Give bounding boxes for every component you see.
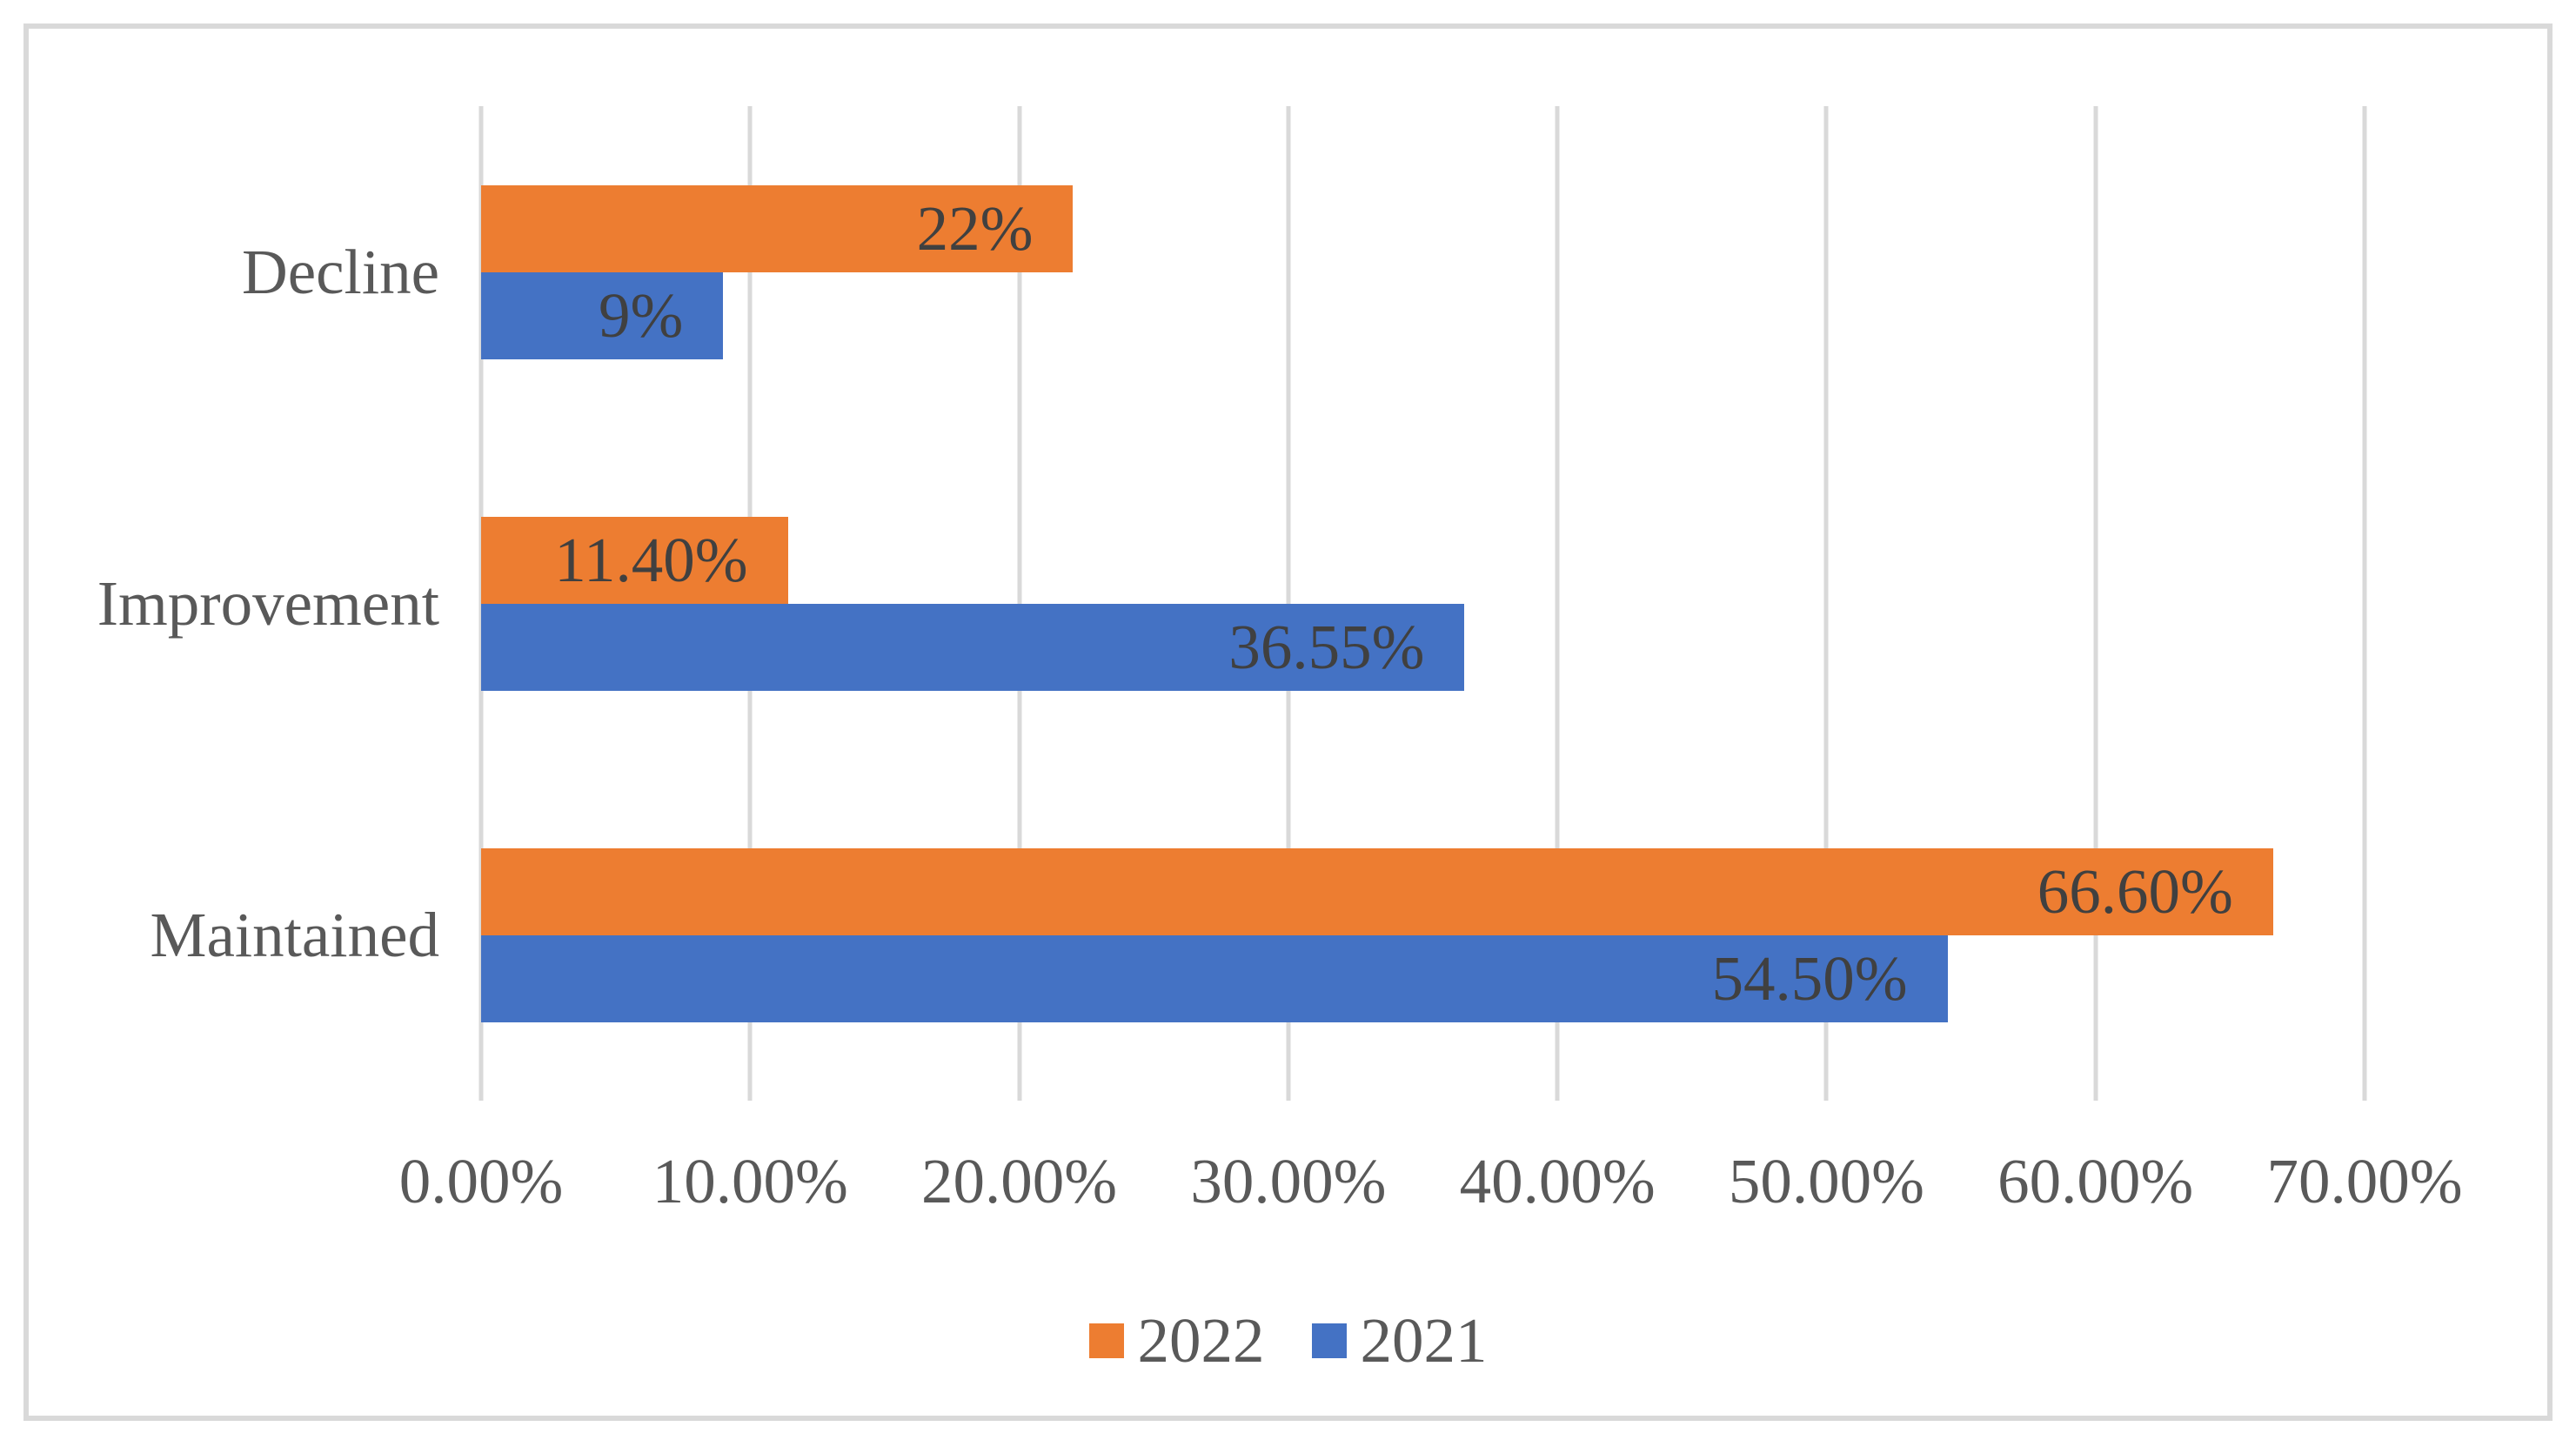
bar-maintained-2022: 66.60% (481, 847, 2273, 935)
category-label-maintained: Maintained (150, 900, 439, 970)
gridline (1555, 106, 1560, 1101)
x-tick-label: 10.00% (652, 1146, 848, 1216)
bar-maintained-2021: 54.50% (481, 934, 1948, 1022)
bar-decline-2022: 22% (481, 184, 1074, 272)
gridline (1823, 106, 1829, 1101)
legend-label: 2022 (1137, 1305, 1265, 1376)
x-tick-label: 60.00% (1997, 1146, 2194, 1216)
bar-value-label: 9% (599, 279, 684, 351)
bar-decline-2021: 9% (481, 271, 724, 359)
x-tick-label: 0.00% (398, 1146, 564, 1216)
x-tick-label: 30.00% (1190, 1146, 1387, 1216)
bar-value-label: 36.55% (1228, 611, 1425, 682)
legend-item-2021: 2021 (1311, 1303, 1488, 1378)
legend: 2022 2021 (0, 1303, 2576, 1378)
category-label-decline: Decline (242, 237, 439, 307)
plot-area: 22% 9% 11.40% 36.55% 66.60% 54.50% (478, 106, 2367, 1101)
legend-item-2022: 2022 (1088, 1303, 1265, 1378)
legend-label: 2021 (1360, 1305, 1488, 1376)
bar-value-label: 11.40% (554, 524, 748, 595)
legend-swatch-icon-2021 (1311, 1323, 1347, 1358)
bar-value-label: 54.50% (1711, 942, 1908, 1014)
gridline (2093, 106, 2098, 1101)
x-tick-label: 70.00% (2266, 1146, 2463, 1216)
bar-improvement-2022: 11.40% (481, 516, 788, 604)
x-tick-label: 50.00% (1728, 1146, 1924, 1216)
legend-swatch-icon-2022 (1088, 1323, 1124, 1358)
x-tick-label: 20.00% (921, 1146, 1118, 1216)
bar-improvement-2021: 36.55% (481, 603, 1465, 691)
category-label-improvement: Improvement (97, 568, 439, 639)
gridline (2362, 106, 2367, 1101)
x-tick-label: 40.00% (1459, 1146, 1656, 1216)
bar-value-label: 22% (916, 192, 1034, 264)
bar-value-label: 66.60% (2037, 855, 2233, 927)
